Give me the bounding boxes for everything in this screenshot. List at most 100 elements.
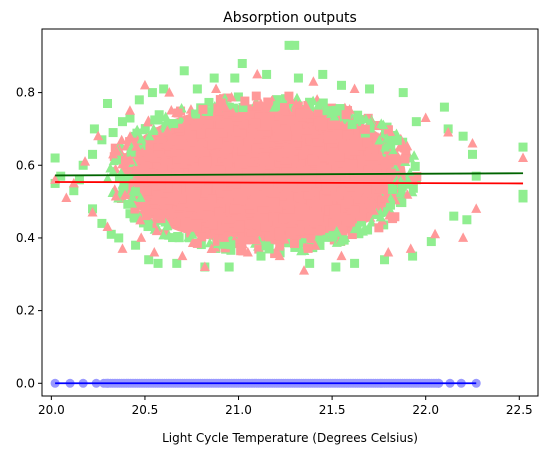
cloud-square-point	[233, 175, 243, 185]
cloud-square-point	[224, 102, 234, 112]
cloud-square-point	[262, 127, 272, 137]
cloud-triangle-point	[379, 193, 390, 203]
cloud-square-point	[238, 129, 248, 139]
cloud-square-point	[341, 149, 351, 159]
cloud-square-point	[224, 123, 234, 133]
cloud-triangle-point	[260, 120, 271, 131]
cloud-square-point	[190, 194, 200, 204]
cloud-triangle-point	[157, 199, 168, 210]
cloud-triangle-point	[276, 114, 287, 124]
cloud-square-point	[238, 103, 248, 113]
cloud-square-point	[288, 225, 298, 235]
cloud-triangle-point	[243, 185, 254, 195]
cloud-square-point	[207, 212, 217, 222]
cloud-square-point	[143, 159, 153, 169]
cloud-square-point	[254, 189, 264, 199]
cloud-triangle-point	[300, 100, 311, 110]
cloud-square-point	[357, 217, 367, 227]
cloud-triangle-point	[163, 183, 174, 193]
cloud-square-point	[317, 162, 327, 172]
cloud-square-point	[274, 134, 284, 144]
cloud-triangle-point	[117, 158, 128, 169]
square-point	[262, 69, 272, 79]
square-point	[408, 251, 418, 261]
cloud-square-point	[176, 216, 186, 226]
cloud-triangle-point	[135, 214, 146, 225]
cloud-triangle-point	[388, 145, 399, 156]
cloud-square-point	[347, 119, 357, 129]
cloud-square-point	[233, 92, 243, 102]
cloud-triangle-point	[244, 200, 255, 210]
cloud-square-point	[204, 97, 214, 107]
cloud-square-point	[298, 150, 308, 160]
cloud-triangle-point	[183, 222, 194, 232]
cloud-triangle-point	[334, 210, 345, 221]
square-point	[331, 262, 341, 272]
cloud-triangle-point	[398, 139, 409, 150]
square-point	[305, 258, 315, 268]
triangle-point	[139, 79, 150, 90]
cloud-triangle-point	[145, 147, 156, 158]
cloud-square-point	[274, 229, 284, 239]
cloud-square-point	[344, 199, 354, 209]
cloud-triangle-point	[300, 209, 311, 220]
cloud-triangle-point	[173, 153, 184, 164]
cloud-square-point	[120, 174, 130, 184]
cloud-square-point	[198, 104, 208, 114]
cloud-triangle-point	[338, 184, 349, 194]
cloud-square-point	[110, 143, 120, 153]
square-point	[172, 258, 182, 268]
cloud-triangle-point	[365, 116, 376, 127]
cloud-square-point	[158, 137, 168, 147]
cloud-square-point	[278, 124, 288, 134]
cloud-square-point	[314, 238, 324, 248]
fit-line-0	[55, 172, 524, 177]
cloud-square-point	[203, 199, 213, 209]
triangle-point	[467, 137, 478, 148]
cloud-square-point	[215, 165, 225, 175]
cloud-square-point	[374, 223, 384, 233]
cloud-triangle-point	[269, 102, 280, 112]
cloud-square-point	[250, 129, 260, 139]
cloud-triangle-point	[212, 138, 223, 149]
cloud-square-point	[341, 110, 351, 120]
cloud-triangle-point	[151, 225, 162, 236]
cloud-triangle-point	[374, 184, 385, 194]
cloud-square-point	[191, 121, 201, 131]
square-point	[106, 229, 116, 239]
cloud-triangle-point	[179, 158, 190, 169]
cloud-square-point	[320, 174, 330, 184]
cloud-triangle-point	[268, 188, 279, 198]
cloud-square-point	[312, 207, 322, 217]
cloud-triangle-point	[232, 125, 243, 136]
cloud-triangle-point	[126, 198, 137, 208]
cloud-triangle-point	[261, 143, 272, 153]
square-point	[209, 73, 219, 83]
cloud-square-point	[216, 98, 226, 108]
cloud-square-point	[295, 108, 305, 118]
cloud-triangle-point	[259, 204, 270, 214]
cloud-square-point	[322, 164, 332, 174]
cloud-triangle-point	[176, 136, 187, 146]
square-point	[350, 258, 360, 268]
cloud-square-point	[318, 98, 328, 108]
cloud-triangle-point	[131, 141, 142, 151]
cloud-square-point	[346, 217, 356, 227]
cloud-triangle-point	[159, 153, 170, 163]
cloud-square-point	[114, 173, 124, 183]
square-point	[398, 88, 408, 98]
cloud-triangle-point	[318, 120, 329, 130]
cloud-square-point	[260, 222, 270, 232]
cloud-square-point	[383, 207, 393, 217]
cloud-triangle-point	[262, 136, 273, 146]
square-point	[159, 84, 169, 94]
cloud-square-point	[197, 232, 207, 242]
x-tick-label: 21.5	[319, 403, 346, 417]
cloud-triangle-point	[149, 152, 160, 163]
x-axis-label: Light Cycle Temperature (Degrees Celsius…	[162, 431, 418, 445]
square-point	[179, 66, 189, 76]
cloud-square-point	[331, 105, 341, 115]
cloud-square-point	[303, 190, 313, 200]
triangle-point	[430, 228, 441, 239]
cloud-square-point	[285, 229, 295, 239]
